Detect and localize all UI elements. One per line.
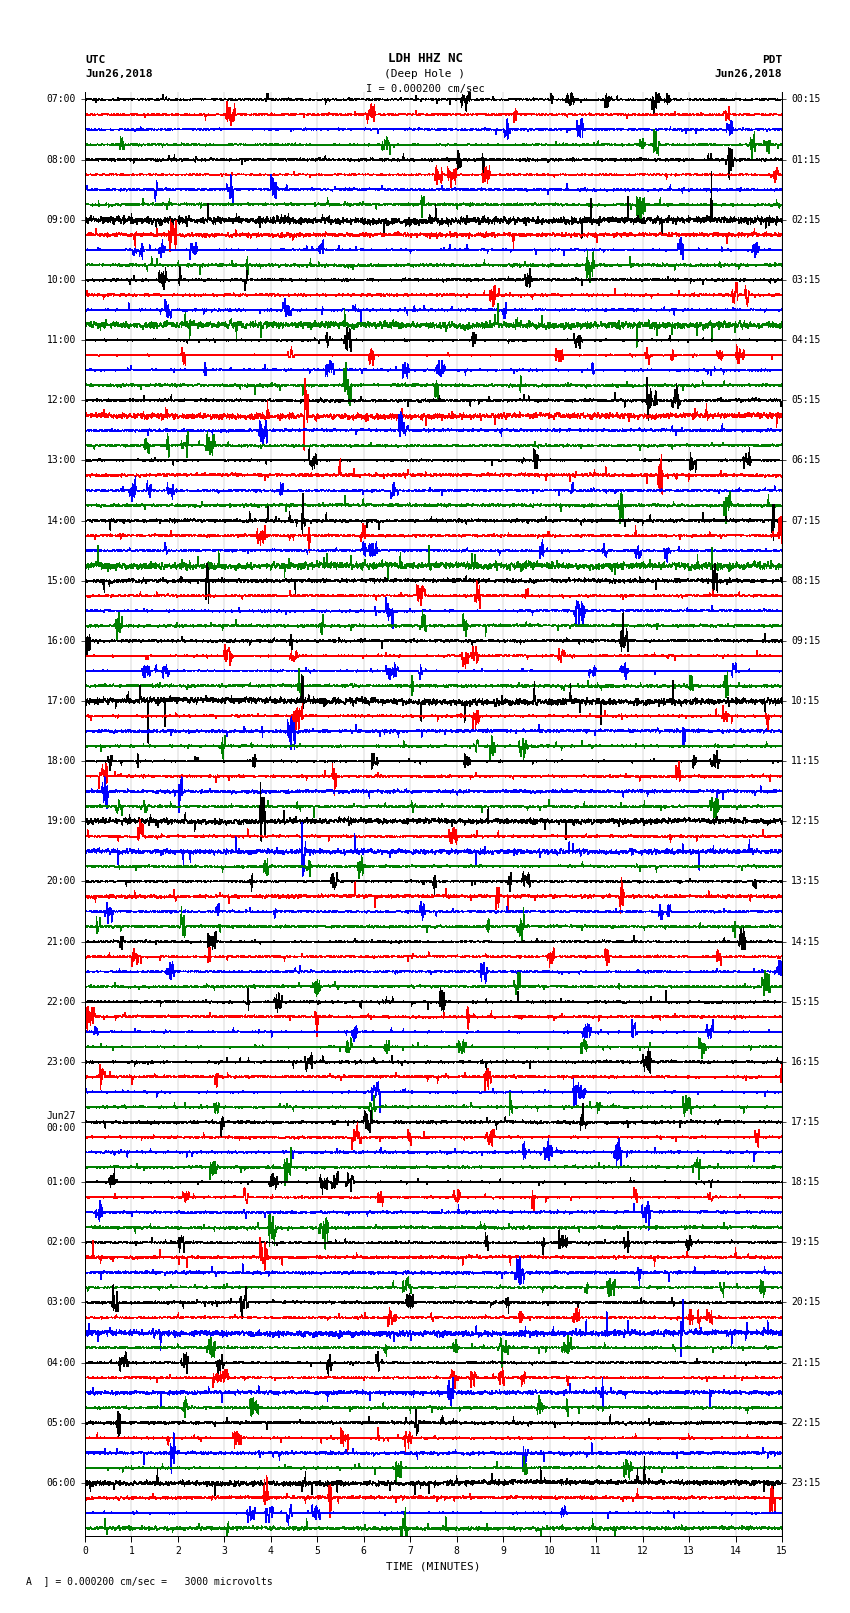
Text: Jun26,2018: Jun26,2018 bbox=[715, 69, 782, 79]
Text: LDH HHZ NC: LDH HHZ NC bbox=[388, 52, 462, 65]
Text: UTC: UTC bbox=[85, 55, 105, 65]
Text: I = 0.000200 cm/sec: I = 0.000200 cm/sec bbox=[366, 84, 484, 94]
Text: A  ] = 0.000200 cm/sec =   3000 microvolts: A ] = 0.000200 cm/sec = 3000 microvolts bbox=[26, 1576, 272, 1586]
Text: PDT: PDT bbox=[762, 55, 782, 65]
X-axis label: TIME (MINUTES): TIME (MINUTES) bbox=[386, 1561, 481, 1571]
Text: Jun26,2018: Jun26,2018 bbox=[85, 69, 152, 79]
Text: (Deep Hole ): (Deep Hole ) bbox=[384, 69, 466, 79]
